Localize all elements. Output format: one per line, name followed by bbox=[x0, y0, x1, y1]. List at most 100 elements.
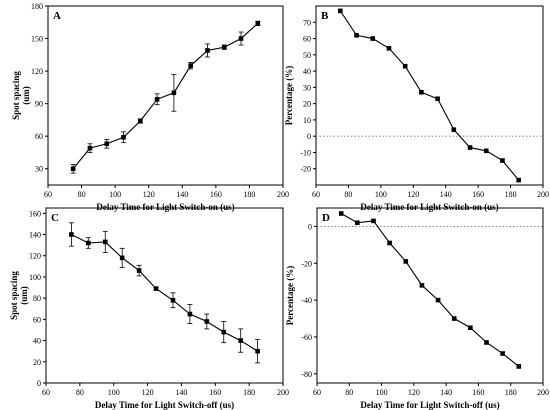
data-point bbox=[70, 166, 76, 172]
data-point bbox=[451, 316, 457, 321]
y-axis-label: Spot spacing bbox=[11, 71, 21, 120]
x-tick-label: 140 bbox=[440, 190, 452, 199]
y-tick-label: 60 bbox=[35, 132, 43, 141]
data-point bbox=[403, 259, 409, 264]
y-tick-label: 60 bbox=[33, 315, 41, 324]
data-point bbox=[221, 44, 227, 50]
x-tick-label: 160 bbox=[209, 388, 221, 397]
y-axis-label: Percentage (%) bbox=[285, 266, 295, 326]
x-tick-label: 60 bbox=[44, 190, 52, 199]
x-tick-label: 100 bbox=[375, 190, 387, 199]
data-point bbox=[516, 177, 521, 183]
data-point bbox=[204, 319, 210, 324]
y-tick-label: 80 bbox=[33, 294, 41, 303]
x-axis-label: Delay Time for Light Switch-on (us) bbox=[360, 202, 498, 212]
x-tick-label: 160 bbox=[472, 388, 484, 397]
x-tick-label: 100 bbox=[376, 388, 388, 397]
y-tick-label: 100 bbox=[29, 273, 41, 282]
data-point bbox=[354, 32, 359, 38]
data-point bbox=[187, 311, 193, 317]
data-point bbox=[500, 158, 505, 163]
x-tick-label: 60 bbox=[313, 388, 321, 397]
data-point bbox=[338, 8, 343, 14]
y-tick-label: 120 bbox=[31, 67, 43, 76]
x-tick-label: 80 bbox=[76, 388, 84, 397]
data-point bbox=[484, 340, 489, 345]
plot-frame bbox=[315, 5, 544, 186]
data-point bbox=[136, 268, 142, 273]
series-line bbox=[71, 234, 258, 352]
x-tick-label: 200 bbox=[537, 190, 549, 199]
y-tick-label: -40 bbox=[301, 296, 312, 305]
data-point bbox=[69, 232, 74, 237]
x-tick-label: 200 bbox=[277, 190, 289, 199]
data-point bbox=[170, 297, 176, 303]
y-tick-label: 20 bbox=[33, 358, 41, 367]
x-tick-label: 80 bbox=[78, 190, 86, 199]
data-point bbox=[419, 89, 424, 95]
data-point bbox=[386, 46, 392, 51]
x-tick-label: 80 bbox=[344, 190, 352, 199]
data-point bbox=[255, 21, 261, 26]
x-axis-label: Delay Time for Light Switch-off (us) bbox=[360, 400, 499, 410]
y-tick-label: 30 bbox=[35, 165, 43, 174]
panel-d: D 60 80 100 120 140 160 180 200 -80 -60 -40 -20 0 Dela… bbox=[285, 207, 549, 410]
series-line bbox=[339, 10, 520, 181]
panel-b: B 60 80 100 120 140 160 180 200 -20 -10 0 10 20 30 40 50… bbox=[284, 5, 549, 212]
panel-label: B bbox=[321, 10, 329, 22]
y-tick-label: 0 bbox=[37, 379, 41, 388]
y-tick-label: 140 bbox=[29, 231, 41, 240]
x-tick-label: 180 bbox=[505, 190, 517, 199]
series-line bbox=[340, 213, 520, 367]
x-tick-label: 200 bbox=[277, 388, 289, 397]
data-point bbox=[468, 325, 473, 331]
y-axis-label: Spot spacing bbox=[9, 271, 19, 320]
x-tick-label: 120 bbox=[142, 388, 154, 397]
y-tick-label: 30 bbox=[303, 83, 311, 92]
y-tick-label: 40 bbox=[33, 337, 41, 346]
x-tick-label: 180 bbox=[243, 190, 255, 199]
y-tick-label: -20 bbox=[301, 259, 312, 268]
x-tick-label: 160 bbox=[210, 190, 222, 199]
y-axis-unit: (um) bbox=[19, 286, 29, 305]
data-point bbox=[370, 36, 376, 41]
data-point bbox=[153, 286, 159, 291]
panel-c: C 60 80 100 120 140 160 180 200 0 20 40 60 80 100 120 14… bbox=[9, 207, 289, 410]
plot-frame bbox=[316, 207, 544, 384]
data-point bbox=[419, 283, 425, 288]
x-tick-label: 120 bbox=[143, 190, 155, 199]
data-point bbox=[483, 148, 489, 154]
x-tick-label: 80 bbox=[345, 388, 353, 397]
x-tick-label: 100 bbox=[108, 388, 120, 397]
data-point bbox=[138, 118, 143, 124]
y-tick-label: 70 bbox=[303, 18, 311, 27]
data-point bbox=[435, 96, 440, 102]
x-tick-label: 100 bbox=[109, 190, 121, 199]
x-tick-label: 140 bbox=[175, 388, 187, 397]
plot-frame bbox=[45, 207, 284, 384]
data-point bbox=[467, 145, 473, 150]
panel-label: C bbox=[51, 212, 59, 224]
y-tick-label: 10 bbox=[303, 116, 311, 125]
data-point bbox=[387, 240, 392, 246]
x-tick-label: 140 bbox=[176, 190, 188, 199]
y-axis-unit: (um) bbox=[21, 86, 31, 105]
data-point bbox=[402, 63, 408, 69]
y-tick-label: -10 bbox=[300, 148, 311, 157]
y-tick-label: -20 bbox=[300, 165, 311, 174]
y-tick-label: 90 bbox=[35, 100, 43, 109]
y-tick-label: 60 bbox=[303, 35, 311, 44]
x-tick-label: 60 bbox=[42, 388, 50, 397]
y-tick-label: 0 bbox=[308, 222, 312, 231]
data-point bbox=[221, 329, 227, 335]
data-point bbox=[451, 127, 457, 132]
data-point bbox=[238, 338, 243, 343]
data-point bbox=[171, 90, 177, 96]
data-point bbox=[238, 36, 244, 41]
data-point bbox=[188, 63, 193, 68]
x-tick-label: 120 bbox=[408, 388, 420, 397]
x-tick-label: 200 bbox=[537, 388, 549, 397]
x-axis-label: Delay Time for Light Switch-off (us) bbox=[95, 400, 234, 410]
y-tick-label: 150 bbox=[31, 35, 43, 44]
